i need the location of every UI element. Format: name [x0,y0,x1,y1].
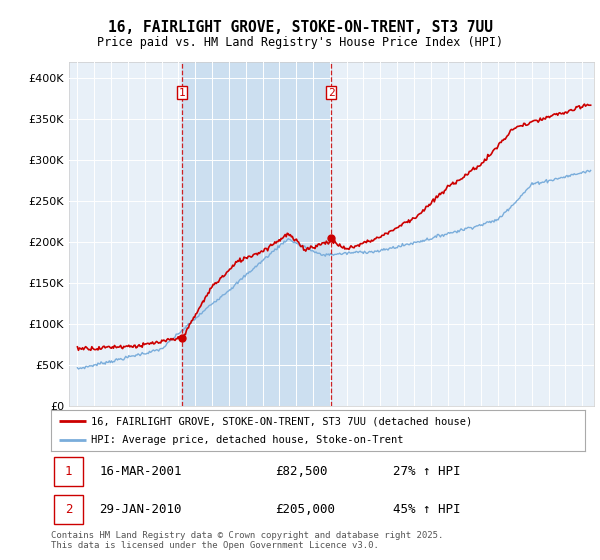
Text: 1: 1 [179,87,185,97]
Text: Contains HM Land Registry data © Crown copyright and database right 2025.
This d: Contains HM Land Registry data © Crown c… [51,531,443,550]
Text: 2: 2 [65,503,73,516]
Text: £205,000: £205,000 [275,503,335,516]
FancyBboxPatch shape [53,495,83,524]
Text: 45% ↑ HPI: 45% ↑ HPI [393,503,460,516]
Text: 16, FAIRLIGHT GROVE, STOKE-ON-TRENT, ST3 7UU: 16, FAIRLIGHT GROVE, STOKE-ON-TRENT, ST3… [107,20,493,35]
Text: 1: 1 [65,465,73,478]
Text: £82,500: £82,500 [275,465,328,478]
Bar [182,62,331,406]
Text: Price paid vs. HM Land Registry's House Price Index (HPI): Price paid vs. HM Land Registry's House … [97,36,503,49]
Text: 16, FAIRLIGHT GROVE, STOKE-ON-TRENT, ST3 7UU (detached house): 16, FAIRLIGHT GROVE, STOKE-ON-TRENT, ST3… [91,417,472,426]
FancyBboxPatch shape [53,457,83,486]
Text: 16-MAR-2001: 16-MAR-2001 [99,465,182,478]
Text: 27% ↑ HPI: 27% ↑ HPI [393,465,460,478]
Text: 2: 2 [328,87,335,97]
Text: HPI: Average price, detached house, Stoke-on-Trent: HPI: Average price, detached house, Stok… [91,435,404,445]
Text: 29-JAN-2010: 29-JAN-2010 [99,503,182,516]
